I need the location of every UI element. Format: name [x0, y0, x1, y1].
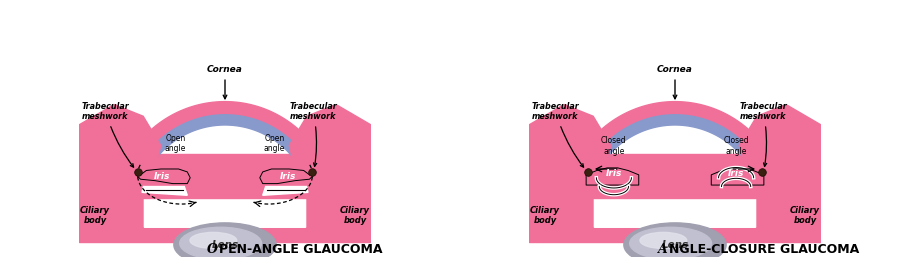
- Text: Trabecular
meshwork: Trabecular meshwork: [739, 102, 787, 166]
- Polygon shape: [79, 104, 161, 242]
- Text: Closed
angle: Closed angle: [724, 136, 749, 156]
- Ellipse shape: [630, 227, 712, 259]
- Text: Trabecular
meshwork: Trabecular meshwork: [289, 102, 337, 166]
- Text: Lens: Lens: [212, 240, 239, 250]
- Ellipse shape: [190, 232, 237, 248]
- Text: Trabecular
meshwork: Trabecular meshwork: [532, 102, 583, 167]
- Polygon shape: [144, 128, 306, 227]
- Text: Ciliary
body: Ciliary body: [80, 206, 110, 225]
- Text: Open
angle: Open angle: [165, 133, 186, 153]
- Polygon shape: [570, 102, 780, 183]
- Ellipse shape: [640, 232, 687, 248]
- Polygon shape: [122, 154, 328, 198]
- Polygon shape: [289, 104, 371, 242]
- Polygon shape: [586, 168, 639, 185]
- Ellipse shape: [624, 223, 726, 267]
- Polygon shape: [136, 169, 190, 184]
- Polygon shape: [142, 187, 187, 195]
- Polygon shape: [582, 115, 768, 185]
- Polygon shape: [132, 115, 318, 185]
- Ellipse shape: [180, 227, 262, 259]
- Polygon shape: [120, 102, 330, 183]
- Text: Ciliary
body: Ciliary body: [790, 206, 820, 225]
- Polygon shape: [79, 192, 371, 242]
- Text: Ciliary
body: Ciliary body: [340, 206, 370, 225]
- Ellipse shape: [174, 223, 276, 267]
- Text: Ciliary
body: Ciliary body: [530, 206, 560, 225]
- Text: Open
angle: Open angle: [264, 133, 285, 153]
- Text: Lens: Lens: [662, 240, 688, 250]
- Text: Trabecular
meshwork: Trabecular meshwork: [82, 102, 133, 167]
- Polygon shape: [529, 192, 821, 242]
- Polygon shape: [263, 187, 308, 195]
- Polygon shape: [529, 104, 611, 242]
- Text: Iris: Iris: [728, 169, 744, 178]
- Text: Cornea: Cornea: [657, 65, 693, 99]
- Text: Cornea: Cornea: [207, 65, 243, 99]
- Polygon shape: [711, 168, 764, 185]
- Text: O: O: [207, 243, 218, 256]
- Text: Iris: Iris: [606, 169, 622, 178]
- Polygon shape: [739, 104, 821, 242]
- Text: NGLE-CLOSURE GLAUCOMA: NGLE-CLOSURE GLAUCOMA: [670, 243, 860, 256]
- Text: Closed
angle: Closed angle: [601, 136, 626, 156]
- Polygon shape: [572, 154, 778, 198]
- Text: Iris: Iris: [279, 172, 296, 181]
- Text: Iris: Iris: [154, 172, 171, 181]
- Text: A: A: [658, 243, 668, 256]
- Text: PEN-ANGLE GLAUCOMA: PEN-ANGLE GLAUCOMA: [220, 243, 382, 256]
- Polygon shape: [260, 169, 314, 184]
- Polygon shape: [594, 128, 756, 227]
